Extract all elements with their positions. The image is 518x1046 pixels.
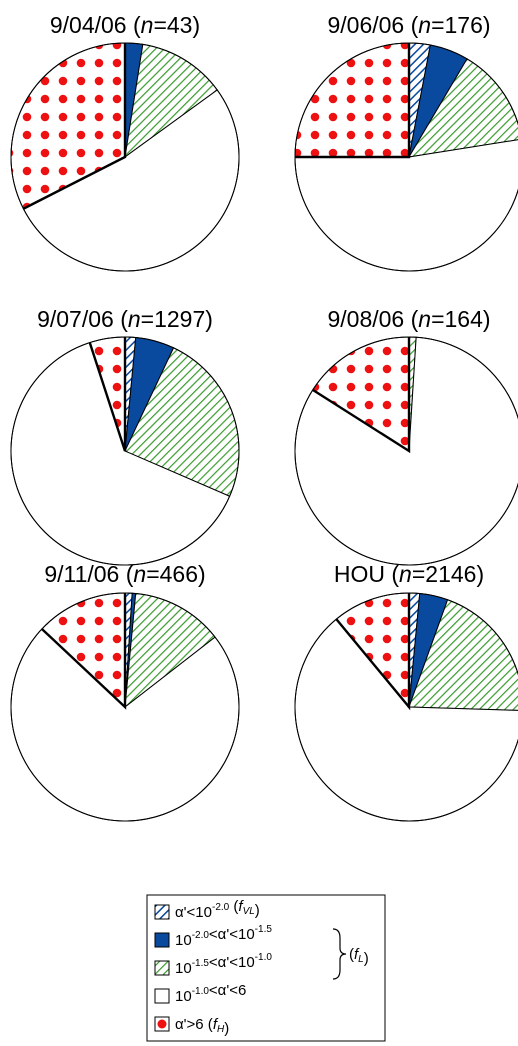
pie-chart-4: 9/08/06 (n=164) [294,306,518,566]
legend-brace-label: (fL) [349,946,369,967]
pie-title-date: 9/11/06 ( [44,561,133,587]
pie-chart-3: 9/07/06 (n=1297) [10,306,240,566]
pie-title-n-value: =164) [431,306,490,332]
pie-title-n-symbol: n [141,12,154,38]
pie-title: HOU (n=2146) [334,561,484,587]
pie-high-boundary [295,43,411,159]
legend-label: 10-2.0<α'<10-1.5 [175,924,272,949]
pie-title: 9/07/06 (n=1297) [37,306,213,332]
legend-swatch [154,960,170,976]
legend-brace: (fL) [332,928,369,980]
legend-item-mid: 10-1.0<α'<6 [154,982,246,1005]
pie-high-boundary [22,43,127,210]
pie-title: 9/08/06 (n=164) [327,306,490,332]
pie-title: 9/04/06 (n=43) [50,12,200,38]
pie-title-n-symbol: n [418,12,431,38]
pie-title-date: 9/06/06 ( [327,12,418,38]
legend-item-l2: 10-1.5<α'<10-1.0 [154,952,272,977]
legend-item-h: α'>6 (fH) [154,1016,229,1037]
pie-title-n-symbol: n [128,306,141,332]
legend: α'<10-2.0 (fVL) 10-2.0<α'<10-1.5 10-1.5<α'… [146,894,386,1042]
pie-title-date: 9/04/06 ( [50,12,141,38]
legend-swatch [154,988,170,1004]
pie-title-date: HOU ( [334,561,400,587]
pie-chart-2: 9/06/06 (n=176) [294,12,518,272]
pie-title-n-symbol: n [133,561,146,587]
pie-chart-5: 9/11/06 (n=466) [10,561,240,822]
pie-high-boundary [312,337,411,454]
legend-item-l1: 10-2.0<α'<10-1.5 [154,924,272,949]
pie-chart-1: 9/04/06 (n=43) [10,12,240,272]
pie-high-boundary [335,593,411,711]
pie-slice-mid [294,139,518,272]
pie-title-n-value: =466) [146,561,205,587]
pie-chart-6: HOU (n=2146) [294,561,518,822]
legend-item-vl: α'<10-2.0 (fVL) [154,898,260,921]
pie-title-n-symbol: n [418,306,431,332]
pie-high-boundary [88,337,127,452]
legend-label: 10-1.5<α'<10-1.0 [175,952,272,977]
pie-title-n-value: =43) [153,12,200,38]
pie-title-n-value: =2146) [412,561,484,587]
brace-icon [332,928,347,980]
pie-high-boundary [41,593,127,710]
legend-label: α'<10-2.0 (fVL) [175,898,260,921]
pie-title-n-symbol: n [399,561,412,587]
pie-slice-h [294,42,410,158]
pie-title: 9/11/06 (n=466) [44,561,205,587]
legend-swatch [154,932,170,948]
legend-swatch [154,904,170,920]
legend-dot-icon [157,1019,167,1029]
legend-label: α'>6 (fH) [175,1016,229,1037]
pie-title-date: 9/08/06 ( [327,306,418,332]
legend-box [146,894,386,1042]
pie-title: 9/06/06 (n=176) [327,12,490,38]
pie-title-n-value: =176) [431,12,490,38]
legend-label: 10-1.0<α'<6 [175,982,246,1005]
pie-title-n-value: =1297) [141,306,213,332]
pie-title-date: 9/07/06 ( [37,306,128,332]
